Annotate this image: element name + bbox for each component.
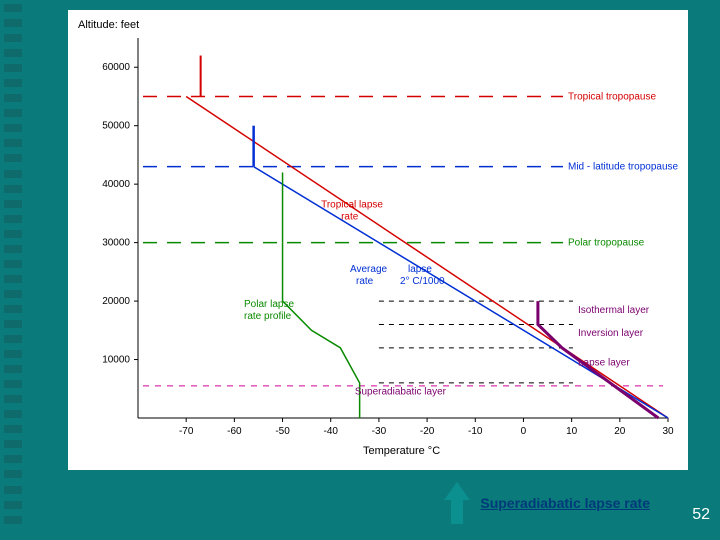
svg-text:20000: 20000: [102, 296, 130, 307]
chart-panel: Altitude: feet Temperature °C 10000 20000 30…: [68, 10, 688, 470]
svg-text:10000: 10000: [102, 355, 130, 366]
lapse-rate-chart: Altitude: feet Temperature °C 10000 20000 30…: [68, 10, 688, 470]
slide-root: Altitude: feet Temperature °C 10000 20000 30…: [0, 0, 720, 540]
superadiabatic-label: Superadiabatic layer: [355, 387, 447, 398]
svg-text:-70: -70: [179, 426, 194, 437]
svg-text:-10: -10: [468, 426, 483, 437]
y-axis-title: Altitude: feet: [78, 19, 139, 31]
x-axis-title: Temperature °C: [363, 445, 440, 457]
tropopause-label-mid: Mid - latitude tropopause: [568, 162, 679, 173]
svg-text:0: 0: [521, 426, 527, 437]
layer-label: Isothermal layer: [578, 305, 650, 316]
svg-text:20: 20: [614, 426, 626, 437]
svg-text:Average: Average: [350, 264, 388, 275]
layer-label: Lapse layer: [578, 357, 630, 368]
tropopause-label-polar: Polar tropopause: [568, 238, 645, 249]
caption-group: Superadiabatic lapse rate: [444, 482, 650, 524]
decorative-stripes: [4, 4, 26, 524]
layer-label: Inversion layer: [578, 328, 644, 339]
svg-text:40000: 40000: [102, 179, 130, 190]
svg-text:-50: -50: [275, 426, 290, 437]
svg-text:30: 30: [662, 426, 674, 437]
svg-text:rate profile: rate profile: [244, 311, 292, 322]
svg-text:-20: -20: [420, 426, 435, 437]
svg-text:30000: 30000: [102, 238, 130, 249]
svg-text:10: 10: [566, 426, 578, 437]
svg-text:lapse: lapse: [408, 264, 432, 275]
arrow-up-icon: [444, 482, 470, 524]
caption-text: Superadiabatic lapse rate: [480, 495, 650, 511]
svg-text:Polar lapse: Polar lapse: [244, 299, 294, 310]
svg-text:-40: -40: [324, 426, 339, 437]
svg-text:-30: -30: [372, 426, 387, 437]
svg-text:-60: -60: [227, 426, 242, 437]
page-number: 52: [692, 506, 710, 524]
svg-text:Tropical lapse: Tropical lapse: [321, 200, 383, 211]
svg-text:rate: rate: [356, 276, 374, 287]
svg-text:60000: 60000: [102, 62, 130, 73]
svg-text:50000: 50000: [102, 121, 130, 132]
svg-text:2° C/1000: 2° C/1000: [400, 276, 445, 287]
tropopause-label-tropical: Tropical tropopause: [568, 91, 656, 102]
